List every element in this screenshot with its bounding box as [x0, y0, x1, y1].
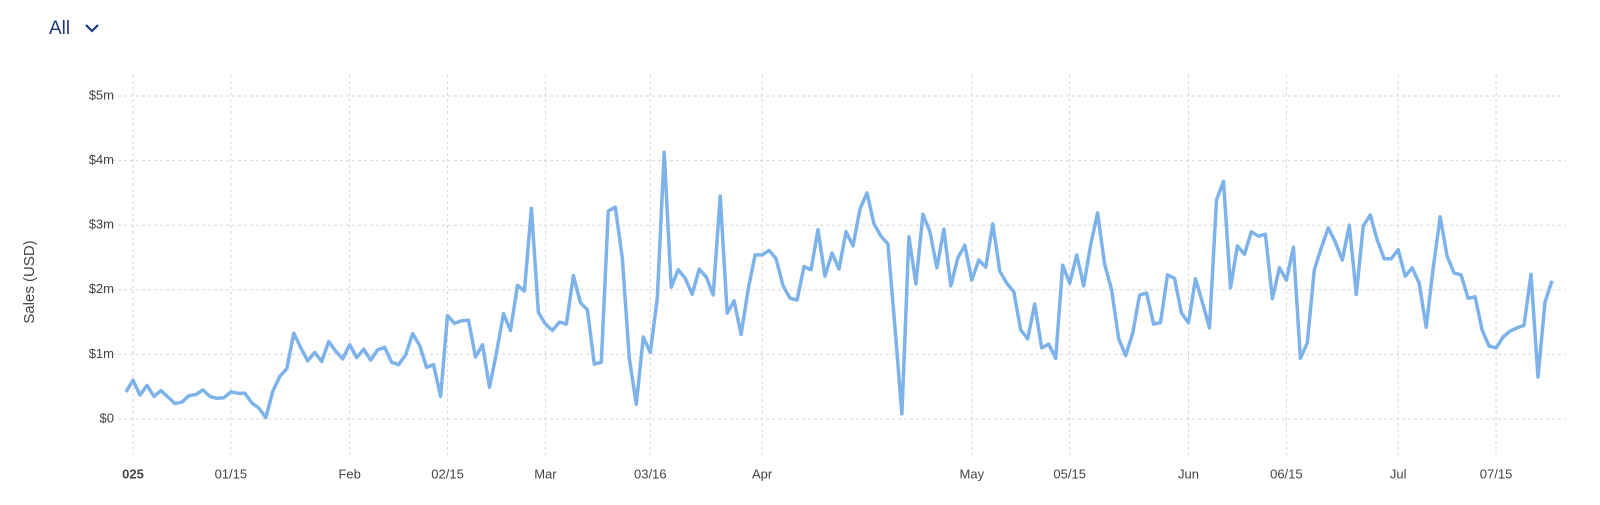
- y-axis-title: Sales (USD): [21, 240, 38, 323]
- x-tick-label: 07/15: [1480, 466, 1513, 481]
- x-tick-label: 025: [122, 466, 144, 481]
- y-tick-label: $0: [100, 410, 114, 425]
- x-tick-label: 06/15: [1270, 466, 1303, 481]
- y-tick-label: $2m: [89, 281, 114, 296]
- chevron-icon: [85, 24, 99, 33]
- x-tick-label: May: [960, 466, 985, 481]
- x-tick-label: 05/15: [1053, 466, 1086, 481]
- x-tick-label: 02/15: [431, 466, 464, 481]
- y-tick-label: $3m: [89, 217, 114, 232]
- x-tick-label: Jul: [1390, 466, 1407, 481]
- y-tick-label: $5m: [89, 87, 114, 102]
- x-tick-label: 03/16: [634, 466, 667, 481]
- sales-line: [124, 150, 1554, 420]
- x-tick-label: Feb: [338, 466, 360, 481]
- y-tick-label: $1m: [89, 346, 114, 361]
- x-tick-label: 01/15: [215, 466, 248, 481]
- x-tick-label: Mar: [534, 466, 557, 481]
- x-tick-label: Apr: [752, 466, 773, 481]
- y-tick-label: $4m: [89, 152, 114, 167]
- filter-label: All: [49, 18, 70, 39]
- filter-dropdown[interactable]: All: [49, 18, 99, 39]
- x-tick-label: Jun: [1178, 466, 1199, 481]
